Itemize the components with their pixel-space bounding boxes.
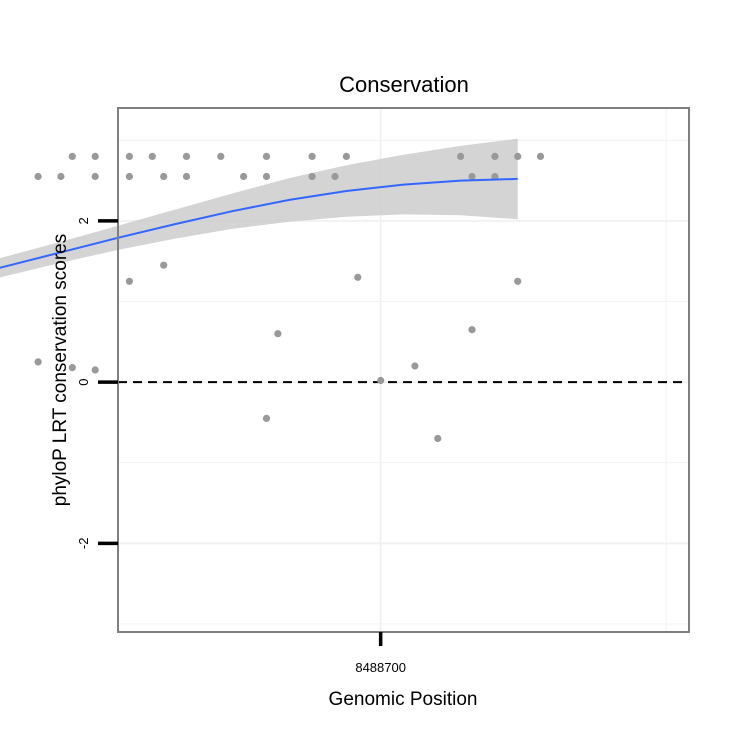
data-point: [34, 358, 42, 366]
data-point: [160, 261, 168, 269]
y-tick-label: -2: [76, 538, 91, 550]
y-axis-title: phyloP LRT conservation scores: [50, 234, 71, 507]
data-point: [491, 172, 499, 181]
data-point: [68, 364, 76, 372]
y-axis-ticks: -2 0 2: [76, 217, 118, 549]
confidence-band: [0, 138, 518, 278]
data-point: [91, 152, 99, 160]
y-tick-label: 0: [76, 378, 91, 385]
data-point: [91, 366, 99, 374]
data-point: [434, 434, 442, 443]
data-point: [514, 152, 522, 160]
data-point: [411, 362, 419, 370]
data-point: [308, 172, 316, 181]
data-point: [182, 172, 191, 181]
data-point: [34, 172, 42, 181]
data-point: [468, 326, 476, 334]
data-point: [457, 152, 465, 160]
data-point: [262, 172, 271, 181]
data-point: [217, 152, 225, 160]
data-point: [468, 172, 476, 181]
x-axis-title: Genomic Position: [329, 689, 478, 710]
data-point: [148, 152, 156, 160]
x-axis-ticks: 8488850848880084887508488700: [355, 632, 406, 675]
data-point: [308, 152, 316, 160]
smooth-line: [0, 177, 518, 269]
data-point: [125, 277, 133, 285]
y-tick-label: 2: [76, 217, 91, 224]
data-point: [262, 414, 271, 422]
data-point: [57, 172, 65, 181]
data-point: [331, 172, 339, 181]
data-point: [377, 376, 385, 385]
data-point: [91, 172, 99, 181]
data-point: [342, 152, 350, 160]
confidence-band-area: [0, 138, 518, 278]
data-point: [125, 152, 133, 160]
data-points: [34, 152, 545, 443]
data-point: [182, 152, 191, 160]
data-point: [274, 330, 282, 338]
data-point: [68, 152, 76, 160]
data-point: [262, 152, 271, 160]
smooth-line-group: [0, 177, 518, 269]
data-point: [125, 172, 133, 181]
chart-title: Conservation: [339, 72, 469, 97]
data-point: [240, 172, 248, 181]
data-point: [491, 152, 499, 160]
data-point: [536, 152, 545, 160]
data-point: [160, 172, 168, 181]
data-point: [354, 273, 362, 281]
x-tick-label: 8488700: [355, 660, 406, 675]
data-point: [514, 277, 522, 285]
plot-panel-border: [117, 107, 690, 633]
